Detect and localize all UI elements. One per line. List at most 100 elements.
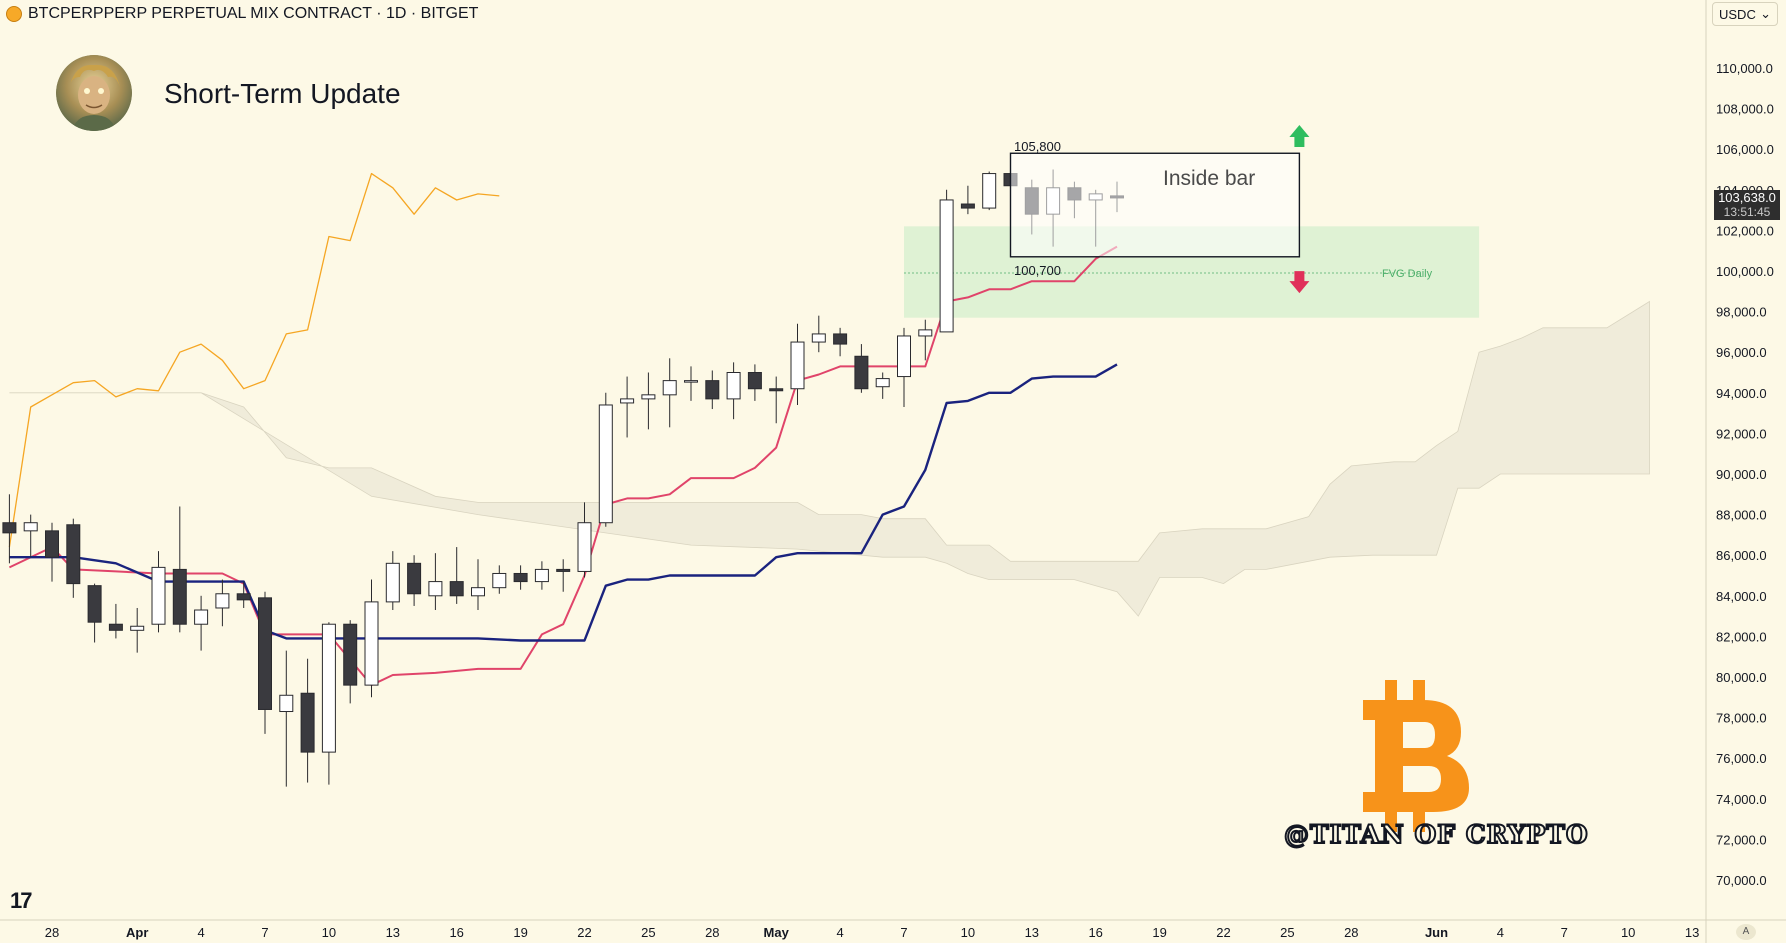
x-tick-label: 28 — [45, 925, 59, 940]
lagging-span-line — [8, 172, 500, 548]
y-tick-label: 106,000.0 — [1716, 142, 1774, 157]
x-tick-label: 4 — [1497, 925, 1504, 940]
y-tick-label: 94,000.0 — [1716, 386, 1767, 401]
candle-body — [2, 522, 17, 534]
candle-body — [492, 572, 507, 589]
candle-body — [854, 355, 869, 390]
x-tick-label: 13 — [1685, 925, 1699, 940]
bitcoin-bar — [1413, 680, 1425, 704]
candle-body — [194, 609, 209, 625]
candle-body — [811, 333, 826, 343]
candle-body — [364, 601, 379, 686]
avatar-portrait-icon — [56, 55, 132, 131]
candle-body — [747, 372, 762, 390]
candle-body — [726, 372, 741, 400]
symbol-header[interactable]: BTCPERPPERP PERPETUAL MIX CONTRACT · 1D … — [6, 4, 478, 24]
annotations-group — [1009, 125, 1310, 294]
bar-countdown: 13:51:45 — [1723, 205, 1771, 219]
candle-body — [556, 568, 571, 572]
candle-body — [471, 587, 485, 597]
y-tick-label: 90,000.0 — [1716, 467, 1767, 482]
x-tick-label: 7 — [900, 925, 907, 940]
x-tick-label: 7 — [1561, 925, 1568, 940]
watermark-text: @TITAN OF CRYPTO — [1283, 819, 1589, 850]
fvg-label: FVG Daily — [1382, 268, 1433, 280]
y-tick-label: 74,000.0 — [1716, 792, 1767, 807]
chevron-down-icon: ⌄ — [1760, 6, 1771, 21]
cloud-area — [9, 300, 1650, 617]
y-tick-label: 82,000.0 — [1716, 629, 1767, 644]
y-tick-label: 88,000.0 — [1716, 508, 1767, 523]
candle-body — [705, 380, 720, 400]
candle-body — [45, 530, 59, 558]
candle-body — [534, 568, 549, 583]
y-tick-label: 76,000.0 — [1716, 751, 1767, 766]
x-tick-label: 10 — [322, 925, 336, 940]
candle-body — [620, 398, 635, 404]
candle-body — [982, 173, 997, 209]
y-tick-label: 110,000.0 — [1716, 61, 1773, 76]
conversion-line — [8, 245, 1118, 687]
candle-body — [939, 199, 954, 333]
x-tick-label: 13 — [386, 925, 400, 940]
bitget-logo-icon — [6, 6, 22, 22]
x-tick-label: 10 — [1621, 925, 1635, 940]
bitcoin-bar — [1385, 680, 1397, 704]
y-tick-label: 96,000.0 — [1716, 345, 1767, 360]
y-tick-label: 72,000.0 — [1716, 832, 1767, 847]
x-tick-label: 19 — [513, 925, 527, 940]
y-tick-label: 84,000.0 — [1716, 589, 1767, 604]
last-price-value: 103,638.0 — [1718, 190, 1776, 205]
candle-body — [236, 593, 251, 601]
tradingview-logo-icon[interactable]: 17 — [10, 888, 33, 913]
level-high-label: 105,800 — [1014, 139, 1061, 154]
x-tick-label: 19 — [1152, 925, 1166, 940]
bitcoin-bar — [1385, 808, 1397, 832]
y-tick-label: 80,000.0 — [1716, 670, 1767, 685]
last-price-tag: 103,638.0 13:51:45 — [1714, 190, 1780, 220]
candle-body — [172, 568, 187, 625]
bitcoin-symbol — [1363, 680, 1469, 832]
x-tick-label: 4 — [197, 925, 204, 940]
x-tick-label: May — [764, 925, 790, 940]
y-tick-label: 100,000.0 — [1716, 264, 1774, 279]
x-tick-label: 22 — [577, 925, 591, 940]
auto-scale-button[interactable]: A — [1736, 924, 1756, 940]
x-tick-label: 16 — [449, 925, 463, 940]
candle-body — [279, 694, 294, 713]
x-tick-label: 13 — [1025, 925, 1039, 940]
y-tick-label: 102,000.0 — [1716, 223, 1774, 238]
candle-body — [300, 692, 315, 753]
candle-body — [385, 562, 400, 603]
candle-body — [641, 394, 656, 400]
inside-bar-label: Inside bar — [1163, 167, 1256, 190]
x-tick-label: 10 — [961, 925, 975, 940]
candle-body — [684, 380, 698, 383]
inside-bar-box — [1009, 152, 1301, 258]
x-tick-label: 22 — [1216, 925, 1230, 940]
candle-body — [875, 378, 890, 388]
candle-body — [960, 203, 975, 209]
currency-select[interactable]: USDC ⌄ — [1712, 2, 1778, 26]
candle-body — [407, 562, 422, 595]
ichimoku-cloud — [9, 300, 1650, 617]
level-low-label: 100,700 — [1014, 263, 1061, 278]
candle-body — [428, 581, 443, 597]
x-tick-label: Apr — [126, 925, 148, 940]
x-tick-label: 28 — [705, 925, 719, 940]
y-tick-label: 98,000.0 — [1716, 305, 1767, 320]
candle-body — [343, 623, 358, 686]
x-tick-label: 25 — [641, 925, 655, 940]
x-tick-label: Jun — [1425, 925, 1448, 940]
y-tick-label: 86,000.0 — [1716, 548, 1767, 563]
page-title: Short-Term Update — [164, 78, 401, 109]
candle-body — [321, 623, 336, 753]
bitcoin-logo — [1363, 680, 1469, 832]
candle-body — [151, 566, 166, 625]
candle-body — [598, 404, 613, 524]
candle-body — [662, 380, 677, 396]
x-tick-label: 25 — [1280, 925, 1294, 940]
arrow-down-icon — [1289, 271, 1310, 294]
